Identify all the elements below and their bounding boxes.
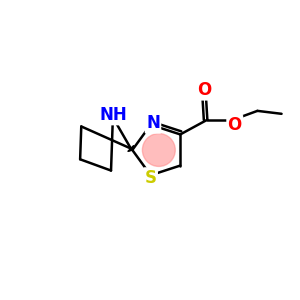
Text: O: O [197, 81, 212, 99]
Text: NH: NH [99, 106, 127, 124]
Text: N: N [146, 114, 160, 132]
Text: O: O [228, 116, 242, 134]
Text: S: S [145, 169, 157, 187]
Circle shape [142, 134, 175, 166]
